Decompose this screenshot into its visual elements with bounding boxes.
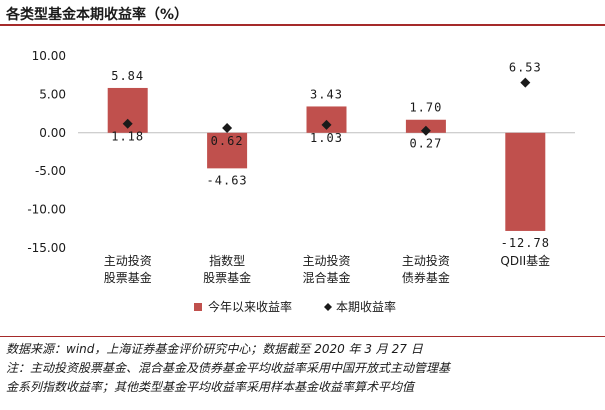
fund-return-chart: -15.00 -10.00 -5.00 0.00 5.00 10.00 5.84 -4.63 3… xyxy=(27,49,575,314)
legend-label-ytd: 今年以来收益率 xyxy=(208,299,292,314)
bar-value-label: -4.63 xyxy=(207,173,248,187)
x-category-label: 混合基金 xyxy=(302,270,350,285)
y-tick-label: 0.00 xyxy=(39,126,66,140)
source-note: 数据来源：wind，上海证券基金评价研究中心；数据截至 2020 年 3 月 2… xyxy=(6,342,423,356)
marker-value-label: 0.62 xyxy=(211,134,244,148)
title-divider xyxy=(0,24,605,26)
y-tick-label: -15.00 xyxy=(27,241,66,255)
legend-swatch-ytd xyxy=(194,303,202,311)
footnote-line-1: 注：主动投资股票基金、混合基金及债券基金平均收益率采用中国开放式主动管理基 xyxy=(6,361,451,375)
x-category-label: 股票基金 xyxy=(203,270,251,285)
bar-value-label: 3.43 xyxy=(310,87,343,101)
marker-value-label: 1.03 xyxy=(310,131,343,145)
footnote-line-2: 金系列指数收益率；其他类型基金平均收益率采用样本基金收益率算术平均值 xyxy=(6,380,415,394)
marker-period-return xyxy=(321,119,332,130)
marker-period-return xyxy=(520,77,531,88)
marker-value-label: 1.18 xyxy=(111,130,144,144)
bar-ytd-return xyxy=(207,132,248,169)
bar-ytd-return xyxy=(505,132,546,231)
notes-divider xyxy=(0,336,605,337)
y-tick-label: 5.00 xyxy=(39,87,66,101)
marker-value-label: 6.53 xyxy=(509,61,542,75)
x-category-label: 主动投资 xyxy=(104,253,152,268)
x-category-label: 主动投资 xyxy=(302,253,350,268)
bar-value-label: -12.78 xyxy=(501,236,550,250)
bar-value-label: 1.70 xyxy=(409,101,442,115)
notes: 数据来源：wind，上海证券基金评价研究中心；数据截至 2020 年 3 月 2… xyxy=(6,340,602,397)
y-tick-label: -5.00 xyxy=(35,164,66,178)
y-tick-label: -10.00 xyxy=(27,203,66,217)
x-category-label: 债券基金 xyxy=(402,270,450,285)
bar-value-label: 5.84 xyxy=(111,69,144,83)
marker-value-label: 0.27 xyxy=(409,137,442,151)
y-tick-label: 10.00 xyxy=(32,49,66,63)
x-category-label: 主动投资 xyxy=(402,253,450,268)
marker-period-return xyxy=(420,125,431,136)
chart-title: 各类型基金本期收益率（%） xyxy=(6,7,189,23)
x-category-label: QDII基金 xyxy=(500,253,550,268)
x-category-label: 指数型 xyxy=(209,253,245,268)
legend-label-period: 本期收益率 xyxy=(336,299,396,314)
x-category-label: 股票基金 xyxy=(104,270,152,285)
marker-period-return xyxy=(222,123,233,134)
marker-period-return xyxy=(122,118,133,129)
legend-marker-period xyxy=(324,303,332,311)
